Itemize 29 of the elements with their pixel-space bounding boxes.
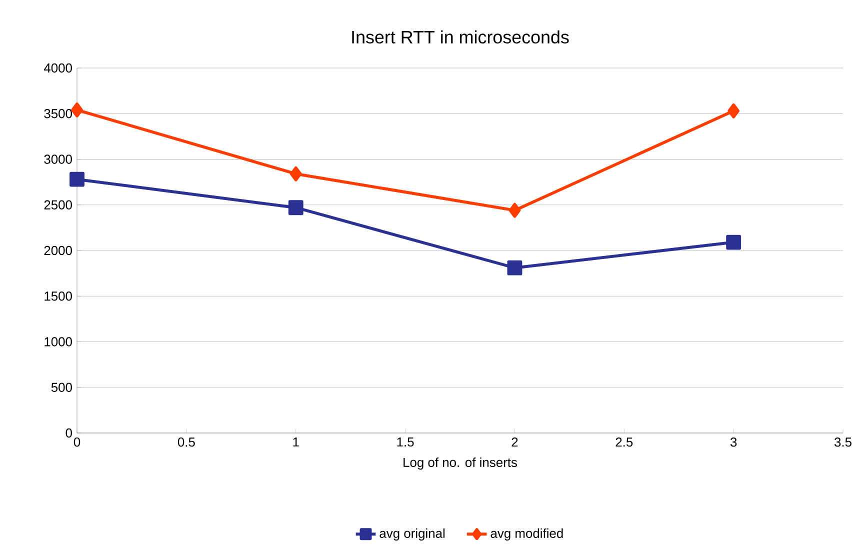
x-tick-label: 2 (512, 438, 518, 447)
point (288, 200, 304, 216)
legend-label: avg modified (490, 528, 563, 541)
legend-label: avg original (380, 528, 445, 541)
y-tick-label: 3000 (44, 154, 72, 164)
point (290, 166, 302, 182)
x-tick-label: 3.5 (834, 438, 852, 447)
point (71, 102, 83, 118)
y-tick-label: 2000 (44, 246, 72, 256)
point (728, 103, 740, 118)
y-tick-label: 1500 (44, 292, 72, 301)
x-tick-label: 0 (74, 438, 80, 447)
x-axis-title: Log of no. of inserts (404, 458, 517, 470)
y-tick-label: 2500 (44, 200, 72, 210)
x-tick-label: 1 (293, 438, 299, 446)
x-tick-label: 0.5 (178, 438, 195, 447)
x-tick-label: 2.5 (616, 438, 633, 447)
y-tick-label: 3500 (44, 109, 72, 118)
y-tick-label: 500 (51, 382, 72, 392)
x-tick-label: 3 (730, 438, 737, 447)
point (70, 172, 84, 187)
x-tick-label: 1.5 (397, 438, 414, 447)
chart-title: Insert RTT in microseconds (352, 30, 569, 44)
point (507, 260, 522, 276)
y-tick-label: 1000 (44, 337, 72, 346)
y-tick-label: 0 (66, 428, 72, 438)
y-tick-label: 4000 (44, 63, 72, 73)
point (726, 234, 742, 250)
point (508, 202, 521, 218)
